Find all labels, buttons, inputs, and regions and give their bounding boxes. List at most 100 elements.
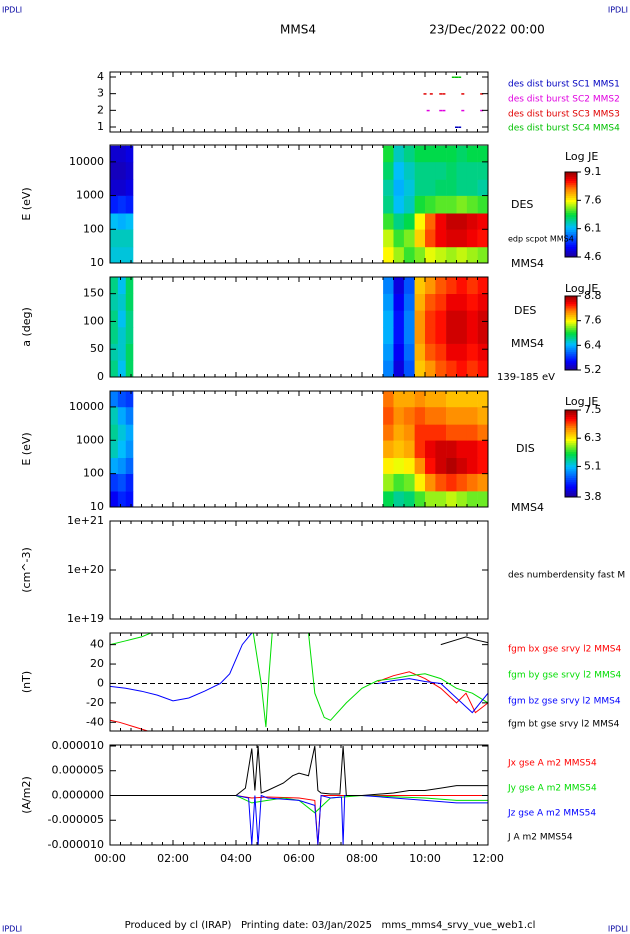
spectrogram-cell xyxy=(425,213,436,230)
spectrogram-cell xyxy=(125,391,134,408)
colorbar-segment xyxy=(565,358,577,362)
spectrogram-cell xyxy=(477,343,488,361)
y-tick-label: 150 xyxy=(83,287,104,300)
y-tick-label: 0.000000 xyxy=(52,788,105,801)
spectrogram-cell xyxy=(435,229,447,248)
colorbar-segment xyxy=(565,246,577,249)
y-tick-label: 40 xyxy=(90,638,104,651)
spectrogram-cell xyxy=(425,473,436,492)
spectrogram-cell xyxy=(446,491,457,507)
spectrogram-cell xyxy=(456,145,468,163)
colorbar-tick-label: 5.1 xyxy=(584,459,602,472)
colorbar-segment xyxy=(565,216,577,220)
colorbar-segment xyxy=(565,433,577,437)
spectrogram-cell xyxy=(466,491,478,507)
spectrogram-cell xyxy=(403,195,415,214)
colorbar-segment xyxy=(565,214,577,218)
spectrogram-cell xyxy=(117,491,127,507)
colorbar-segment xyxy=(565,410,577,413)
spectrogram-cell xyxy=(110,293,119,311)
spectrogram-cell xyxy=(110,491,119,507)
spectrogram-cell xyxy=(414,343,426,361)
x-tick-label: 00:00 xyxy=(94,852,126,865)
spectrogram-cell xyxy=(117,310,127,328)
colorbar-segment xyxy=(565,457,577,461)
spectrogram-cell xyxy=(456,310,468,328)
colorbar-segment xyxy=(565,420,577,424)
y-axis-label: (A/m2) xyxy=(20,776,33,814)
spectrogram-cell xyxy=(446,246,457,263)
colorbar-segment xyxy=(565,197,577,201)
spectrogram-cell xyxy=(125,145,134,163)
colorbar-segment xyxy=(565,199,577,203)
spectrogram-cell xyxy=(110,473,119,492)
colorbar-segment xyxy=(565,307,577,310)
y-tick-label: 1e+21 xyxy=(67,514,104,527)
colorbar-segment xyxy=(565,473,577,476)
colorbar-segment xyxy=(565,364,577,367)
colorbar-segment xyxy=(565,178,577,181)
colorbar-segment xyxy=(565,210,577,213)
spectrogram-cell xyxy=(425,229,436,248)
spectrogram-cell xyxy=(110,277,119,294)
spectrogram-cell xyxy=(117,213,127,230)
footer-text: Produced by cl (IRAP) Printing date: 03/… xyxy=(125,920,536,931)
colorbar-segment xyxy=(565,427,577,431)
spectrogram-cell xyxy=(403,213,415,230)
legend-entry: Jz gse A m2 MMS54 xyxy=(507,809,596,819)
spectrogram-cell xyxy=(125,473,134,492)
colorbar-segment xyxy=(565,208,577,211)
panel-label: DES xyxy=(514,304,536,317)
colorbar-segment xyxy=(565,327,577,330)
spectrogram-cell xyxy=(466,391,478,408)
y-tick-label: 10000 xyxy=(69,400,104,413)
spectrogram-cell xyxy=(117,145,127,163)
spectrogram-cell xyxy=(435,457,447,474)
spectrogram-cell xyxy=(446,473,457,492)
colorbar-segment xyxy=(565,340,577,343)
spectrogram-cell xyxy=(477,179,488,196)
spectrogram-cell xyxy=(477,440,488,459)
colorbar-segment xyxy=(565,338,577,341)
spectrogram-cell xyxy=(393,229,405,248)
spectrogram-cell xyxy=(446,391,457,408)
colorbar-segment xyxy=(565,325,577,328)
colorbar-segment xyxy=(565,297,577,301)
spectrogram-cell xyxy=(393,343,405,361)
spectrogram-cell xyxy=(446,424,457,441)
colorbar-segment xyxy=(565,303,577,306)
spectrogram-cell xyxy=(383,310,394,328)
y-tick-label: -0.000010 xyxy=(48,838,104,851)
colorbar-segment xyxy=(565,193,577,196)
colorbar-segment xyxy=(565,189,577,192)
spectrogram-cell xyxy=(414,161,426,180)
y-tick-label: 2 xyxy=(97,103,104,116)
colorbar-segment xyxy=(565,195,577,198)
spectrogram-cell xyxy=(403,277,415,294)
legend-entry: J A m2 MMS54 xyxy=(507,833,573,843)
data-point xyxy=(439,93,443,95)
spectrogram-cell xyxy=(383,179,394,196)
colorbar-segment xyxy=(565,347,577,351)
spectrogram-cell xyxy=(125,310,134,328)
spectrogram-cell xyxy=(383,229,394,248)
colorbar-segment xyxy=(565,360,577,364)
colorbar-segment xyxy=(565,486,577,489)
spectrogram-cell xyxy=(466,343,478,361)
spectrogram-cell xyxy=(466,179,478,196)
y-axis-label: (nT) xyxy=(20,671,33,693)
spectrogram-cell xyxy=(466,310,478,328)
spectrogram-cell xyxy=(466,195,478,214)
series-line xyxy=(110,745,488,796)
spectrogram-cell xyxy=(456,491,468,507)
data-point xyxy=(451,76,455,78)
spectrogram-cell xyxy=(414,360,426,377)
colorbar-tick-label: 8.8 xyxy=(584,289,602,302)
colorbar-frame xyxy=(564,409,578,498)
y-axis-label: E (eV) xyxy=(20,432,33,465)
colorbar-segment xyxy=(565,468,577,472)
colorbar-segment xyxy=(565,464,577,468)
spectrogram-cell xyxy=(425,327,436,344)
spectrogram-cell xyxy=(393,277,405,294)
